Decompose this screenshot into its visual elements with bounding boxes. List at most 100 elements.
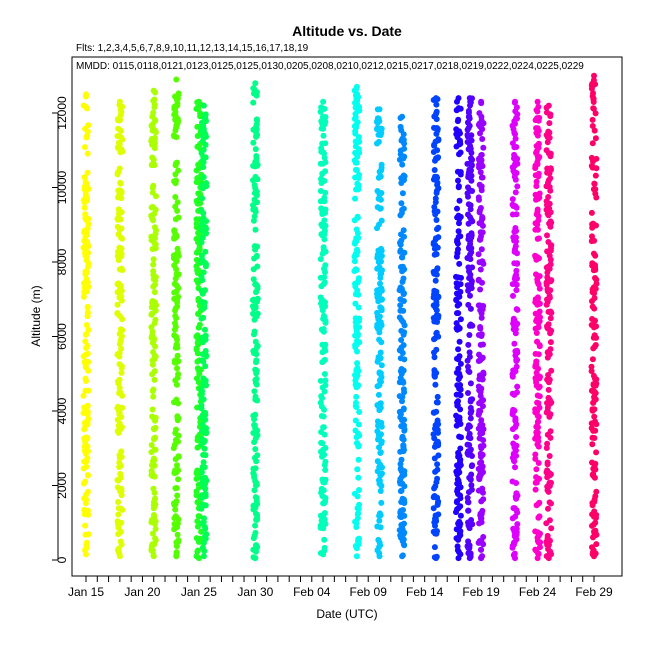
data-point <box>592 527 599 534</box>
mmdd-annotation: MMDD: 0115,0118,0121,0123,0125,0125,0130… <box>76 61 584 72</box>
data-point <box>82 375 89 382</box>
data-point <box>322 377 329 384</box>
data-point <box>513 507 520 514</box>
data-point <box>173 426 179 433</box>
data-point <box>172 203 179 210</box>
data-point <box>356 501 363 508</box>
data-point <box>465 220 472 227</box>
data-point <box>82 174 88 181</box>
data-point <box>435 136 442 143</box>
data-point <box>351 217 358 224</box>
data-point <box>377 280 383 287</box>
data-point <box>433 440 440 447</box>
data-point <box>173 359 179 366</box>
data-point <box>118 265 125 272</box>
data-point <box>456 530 463 537</box>
data-point <box>510 406 517 413</box>
data-point <box>454 476 461 483</box>
data-point <box>479 403 486 410</box>
data-point <box>253 381 260 388</box>
data-point <box>175 271 182 278</box>
data-point <box>352 143 359 150</box>
data-point <box>512 243 519 250</box>
data-point <box>478 555 485 562</box>
data-point <box>532 451 539 458</box>
data-point <box>150 283 157 290</box>
data-point <box>85 221 92 228</box>
data-point <box>81 227 88 234</box>
data-point <box>591 305 598 312</box>
data-point <box>480 534 487 540</box>
data-point <box>464 499 471 505</box>
data-point <box>85 243 92 250</box>
data-point <box>457 421 464 427</box>
data-point <box>320 132 327 139</box>
data-point <box>251 243 258 250</box>
data-point <box>378 307 385 314</box>
data-point <box>533 369 540 376</box>
data-point <box>478 98 485 105</box>
data-point <box>375 247 382 254</box>
data-point <box>83 281 90 288</box>
data-point <box>318 145 325 152</box>
data-point <box>588 209 595 216</box>
data-point <box>401 427 408 434</box>
data-point <box>458 434 464 441</box>
data-point <box>592 135 599 142</box>
data-point <box>376 329 383 336</box>
data-point <box>195 555 202 562</box>
data-point <box>317 188 324 194</box>
data-point <box>548 367 555 374</box>
data-point <box>511 458 518 465</box>
data-point <box>544 349 551 356</box>
data-point <box>374 126 380 133</box>
data-point <box>465 507 472 514</box>
data-point <box>195 267 202 274</box>
data-point <box>376 539 383 546</box>
data-point <box>476 520 483 527</box>
data-point <box>509 211 516 218</box>
data-point <box>195 311 201 317</box>
data-point <box>543 202 550 208</box>
data-point <box>535 155 542 162</box>
data-point <box>478 314 485 321</box>
data-point <box>511 275 518 282</box>
data-point <box>454 310 460 317</box>
data-point <box>589 356 596 363</box>
data-point <box>355 382 362 389</box>
data-point <box>591 394 598 400</box>
data-point <box>535 514 542 521</box>
series-16 <box>509 98 521 562</box>
data-point <box>401 153 408 160</box>
data-point <box>119 103 126 110</box>
data-point <box>250 206 257 213</box>
data-point <box>250 266 257 273</box>
data-point <box>353 83 360 90</box>
data-point <box>466 332 473 338</box>
data-point <box>353 226 360 233</box>
data-point <box>588 425 595 432</box>
data-point <box>253 542 260 549</box>
data-point <box>377 512 384 519</box>
data-point <box>378 322 385 329</box>
data-point <box>544 323 550 330</box>
data-point <box>378 431 384 438</box>
data-point <box>171 111 178 118</box>
data-point <box>198 395 205 402</box>
data-point <box>151 162 158 168</box>
data-point <box>590 472 597 479</box>
data-point <box>590 105 597 112</box>
data-point <box>80 392 87 399</box>
data-point <box>174 462 180 469</box>
data-point <box>468 232 475 239</box>
data-point <box>202 287 208 294</box>
data-point <box>115 429 122 436</box>
data-point <box>593 421 600 428</box>
data-point <box>591 72 597 79</box>
data-point <box>173 485 180 491</box>
data-point <box>152 277 159 284</box>
data-point <box>319 211 326 217</box>
data-point <box>534 98 541 105</box>
data-point <box>431 372 438 378</box>
data-point <box>114 310 121 317</box>
